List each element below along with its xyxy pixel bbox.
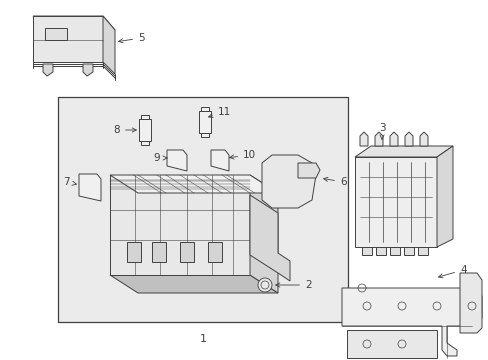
Polygon shape: [354, 157, 436, 247]
Bar: [180, 242, 194, 262]
Bar: [58, 97, 347, 322]
Bar: [126, 242, 141, 262]
Bar: [201, 107, 208, 111]
Polygon shape: [389, 132, 397, 146]
Text: 8: 8: [113, 125, 136, 135]
Bar: [45, 28, 67, 40]
Bar: [141, 141, 149, 145]
Text: 2: 2: [275, 280, 311, 290]
Polygon shape: [33, 16, 115, 30]
Polygon shape: [359, 132, 367, 146]
Polygon shape: [167, 150, 186, 171]
Text: 6: 6: [323, 177, 346, 187]
Polygon shape: [262, 155, 315, 208]
Text: 5: 5: [119, 33, 144, 43]
Polygon shape: [354, 146, 452, 157]
Bar: [201, 133, 208, 137]
Polygon shape: [374, 132, 382, 146]
Text: 10: 10: [229, 150, 256, 160]
Polygon shape: [83, 64, 93, 76]
Polygon shape: [249, 195, 289, 281]
Polygon shape: [417, 247, 427, 255]
Polygon shape: [79, 174, 101, 201]
Polygon shape: [110, 275, 278, 293]
Polygon shape: [375, 247, 385, 255]
Polygon shape: [43, 64, 53, 76]
Bar: [141, 115, 149, 119]
Polygon shape: [33, 16, 103, 62]
Bar: [199, 111, 210, 133]
Bar: [139, 119, 151, 141]
Polygon shape: [346, 330, 436, 358]
Polygon shape: [110, 175, 278, 193]
Text: 1: 1: [199, 334, 206, 344]
Text: 9: 9: [153, 153, 167, 163]
Text: 7: 7: [63, 177, 76, 187]
Polygon shape: [459, 273, 481, 333]
Polygon shape: [419, 132, 427, 146]
Circle shape: [258, 278, 271, 292]
Text: 11: 11: [208, 107, 231, 118]
Text: 3: 3: [378, 123, 385, 139]
Polygon shape: [341, 288, 481, 356]
Polygon shape: [103, 16, 115, 74]
Bar: [207, 242, 222, 262]
Polygon shape: [361, 247, 371, 255]
Polygon shape: [297, 163, 319, 178]
Polygon shape: [403, 247, 413, 255]
Bar: [152, 242, 165, 262]
Text: 4: 4: [438, 265, 466, 278]
Polygon shape: [249, 175, 278, 293]
Polygon shape: [389, 247, 399, 255]
Polygon shape: [210, 150, 228, 171]
Polygon shape: [110, 175, 249, 275]
Polygon shape: [436, 146, 452, 247]
Polygon shape: [404, 132, 412, 146]
